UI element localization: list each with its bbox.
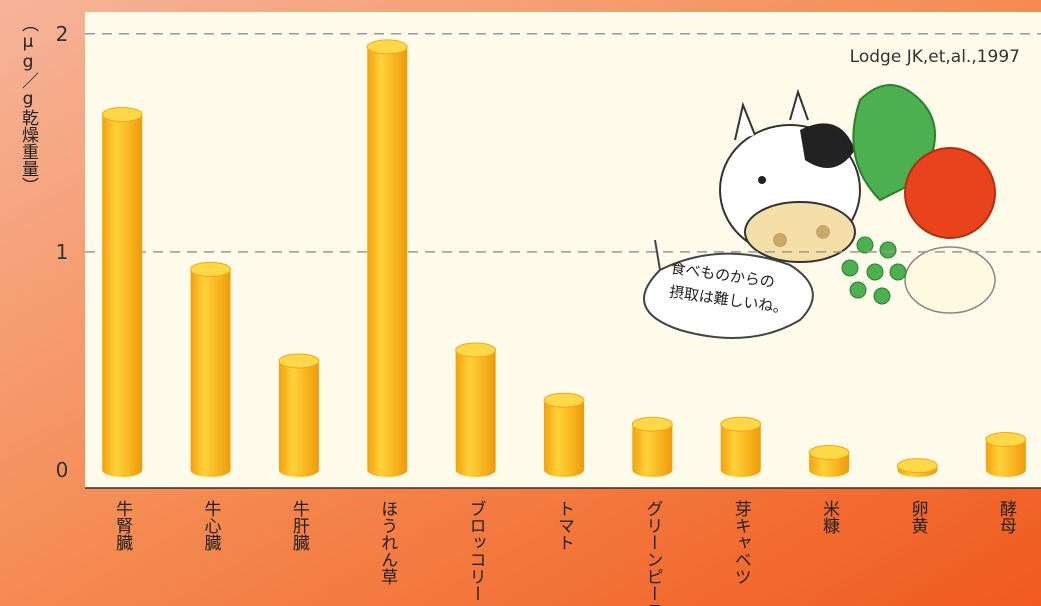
bar-body [278, 360, 319, 470]
bar [543, 392, 585, 477]
citation: Lodge JK,et,al.,1997 [850, 47, 1020, 67]
bar [455, 342, 497, 477]
illustration [643, 84, 996, 339]
x-tick-label: 芽キャベツ [731, 500, 752, 585]
bar-top [808, 445, 850, 461]
bar-body [720, 424, 761, 470]
bar-top [190, 261, 232, 277]
bar [808, 445, 850, 477]
x-tick-label: ほうれん草 [377, 500, 398, 585]
bar [101, 107, 143, 477]
x-tick-label: ブロッコリー [466, 500, 486, 602]
x-tick-label: 酵母 [996, 500, 1017, 535]
bar-body [632, 424, 673, 470]
x-tick-label: 牛腎臓 [112, 500, 133, 552]
y-axis-label: （μg／g乾燥重量） [18, 15, 39, 194]
y-tick-label: 2 [56, 22, 69, 46]
bar-body [544, 400, 584, 470]
x-tick-label: 卵黄 [907, 500, 928, 534]
bar [896, 458, 938, 477]
bar-top [455, 342, 497, 358]
bar [190, 261, 232, 477]
bar [720, 416, 762, 477]
bar [985, 431, 1027, 477]
bar-top [278, 353, 320, 369]
y-tick-label: 1 [56, 240, 69, 264]
bar-top [101, 107, 143, 123]
bar-body [367, 46, 408, 471]
y-tick-label: 0 [56, 458, 69, 482]
bar-body [190, 269, 231, 470]
bar-top [896, 458, 938, 474]
x-tick-label: 米糠 [819, 500, 840, 534]
x-tick-label: トマト [554, 500, 574, 551]
bar-body [102, 114, 143, 470]
bar [366, 39, 408, 477]
bar-top [985, 431, 1027, 447]
x-tick-label: グリーンピース [642, 500, 662, 606]
bar-top [366, 39, 408, 55]
bar-top [631, 416, 673, 432]
bar [631, 416, 673, 477]
bar-top [543, 392, 585, 408]
bar-top [720, 416, 762, 432]
x-tick-label: 牛心臓 [201, 500, 222, 552]
bar [278, 353, 320, 477]
x-tick-label: 牛肝臓 [289, 500, 310, 552]
bar-body [455, 350, 496, 470]
